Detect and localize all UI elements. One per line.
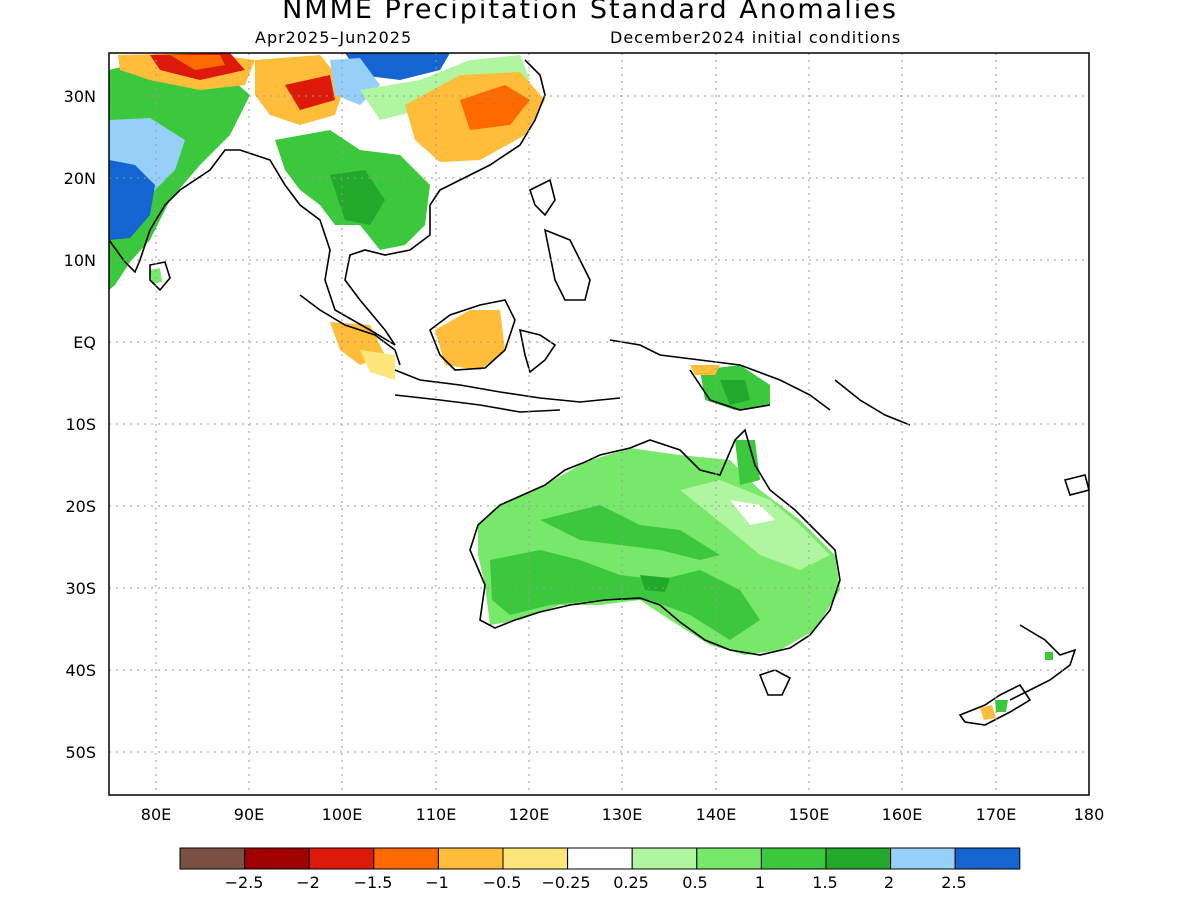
map-frame bbox=[108, 52, 1090, 796]
legend-swatch bbox=[825, 847, 892, 870]
lon-tick-label: 110E bbox=[416, 805, 457, 824]
lat-tick-label: 10N bbox=[64, 251, 96, 270]
legend-swatch bbox=[244, 847, 310, 870]
lat-tick-label: EQ bbox=[73, 333, 96, 352]
legend-label: 0.25 bbox=[613, 873, 649, 892]
legend-label: 1.5 bbox=[812, 873, 837, 892]
lat-tick-label: 40S bbox=[65, 661, 96, 680]
lon-tick-label: 80E bbox=[141, 805, 171, 824]
map-title: NMME Precipitation Standard Anomalies bbox=[282, 0, 898, 25]
legend-swatch bbox=[631, 847, 698, 870]
legend-swatch bbox=[437, 847, 504, 870]
lon-tick-label: 160E bbox=[882, 805, 923, 824]
legend-label: 2.5 bbox=[941, 873, 966, 892]
lon-tick-label: 150E bbox=[789, 805, 830, 824]
legend-label: −1 bbox=[425, 873, 449, 892]
legend-swatch bbox=[179, 847, 246, 870]
lat-axis: 30N 20N 10N EQ 10S 20S 30S 40S 50S bbox=[64, 87, 96, 762]
legend-label: −1.5 bbox=[354, 873, 393, 892]
lat-tick-label: 10S bbox=[65, 415, 96, 434]
legend-swatch bbox=[890, 847, 956, 870]
legend-swatch bbox=[502, 847, 569, 870]
lon-tick-label: 120E bbox=[509, 805, 550, 824]
lon-tick-label: 180 bbox=[1074, 805, 1105, 824]
legend-labels: −2.5 −2 −1.5 −1 −0.5 −0.25 0.25 0.5 1 1.… bbox=[225, 873, 967, 892]
legend-label: 0.5 bbox=[682, 873, 707, 892]
lon-tick-label: 140E bbox=[696, 805, 737, 824]
lon-tick-label: 130E bbox=[602, 805, 643, 824]
legend-swatch bbox=[373, 847, 439, 870]
lat-tick-label: 30N bbox=[64, 87, 96, 106]
legend-colorbar bbox=[179, 847, 1021, 870]
lon-tick-label: 170E bbox=[976, 805, 1017, 824]
legend-label: 2 bbox=[884, 873, 894, 892]
legend-swatch bbox=[954, 847, 1021, 870]
legend-label: −2 bbox=[296, 873, 320, 892]
lat-tick-label: 50S bbox=[65, 743, 96, 762]
legend-swatch bbox=[567, 847, 633, 870]
legend-swatch bbox=[308, 847, 375, 870]
legend-swatch bbox=[696, 847, 762, 870]
period-label: Apr2025–Jun2025 bbox=[255, 28, 413, 47]
anomaly-shading bbox=[109, 53, 1053, 720]
lon-tick-label: 100E bbox=[322, 805, 363, 824]
legend-label: −0.5 bbox=[483, 873, 522, 892]
lon-tick-label: 90E bbox=[234, 805, 264, 824]
lon-axis: 80E 90E 100E 110E 120E 130E 140E 150E 16… bbox=[141, 805, 1105, 824]
legend-label: −0.25 bbox=[541, 873, 590, 892]
legend-label: 1 bbox=[755, 873, 765, 892]
gridlines bbox=[109, 53, 1089, 795]
lat-tick-label: 20N bbox=[64, 169, 96, 188]
legend-swatch bbox=[760, 847, 827, 870]
coastlines bbox=[109, 59, 1089, 726]
lat-tick-label: 20S bbox=[65, 497, 96, 516]
legend-label: −2.5 bbox=[225, 873, 264, 892]
initial-conditions-label: December2024 initial conditions bbox=[610, 28, 902, 47]
lat-tick-label: 30S bbox=[65, 579, 96, 598]
